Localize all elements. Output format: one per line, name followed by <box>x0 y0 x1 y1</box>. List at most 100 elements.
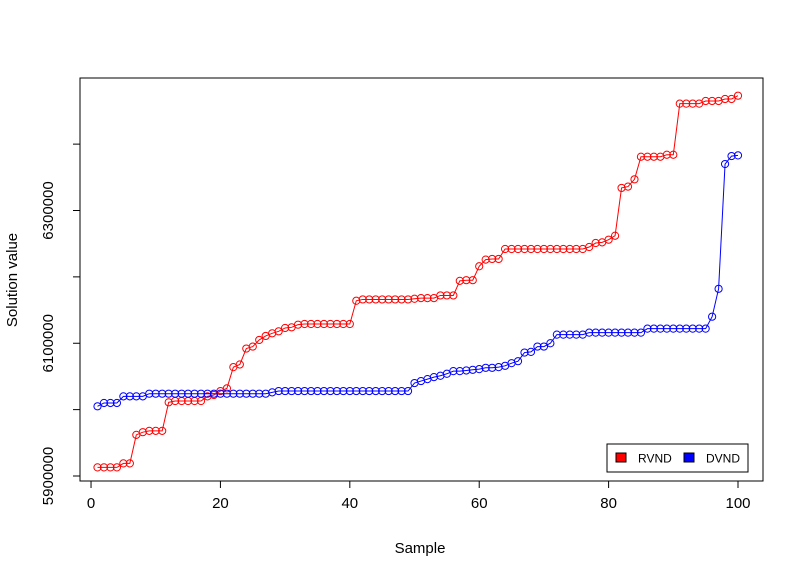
data-point <box>384 295 393 304</box>
data-point <box>675 99 684 108</box>
data-point <box>352 386 361 396</box>
data-point <box>106 463 115 472</box>
data-point <box>138 428 147 437</box>
data-point <box>656 324 665 333</box>
data-point <box>455 367 464 376</box>
data-point <box>533 342 542 351</box>
data-point <box>623 328 633 337</box>
data-point <box>572 244 581 254</box>
data-point <box>701 324 710 333</box>
data-point <box>682 99 691 108</box>
data-point <box>158 389 167 398</box>
data-point <box>391 386 400 396</box>
data-point <box>248 342 257 351</box>
data-point <box>565 244 574 254</box>
series-layer <box>93 91 743 472</box>
data-point <box>481 255 490 264</box>
data-point <box>714 284 723 293</box>
data-point <box>552 244 561 254</box>
data-point <box>636 328 646 337</box>
data-point <box>300 319 309 329</box>
data-point <box>669 150 678 159</box>
data-point <box>662 150 671 159</box>
data-point <box>332 386 341 396</box>
data-point <box>708 312 717 321</box>
data-point <box>119 459 128 468</box>
series-rvnd <box>93 91 743 472</box>
data-point <box>313 319 322 329</box>
data-point <box>261 389 270 398</box>
data-point <box>145 389 154 398</box>
data-point <box>630 328 639 337</box>
x-tick-label: 0 <box>87 495 95 512</box>
data-point <box>546 339 555 348</box>
data-point <box>125 392 134 401</box>
data-point <box>274 386 283 396</box>
data-point <box>268 388 277 397</box>
data-point <box>662 324 671 333</box>
data-point <box>345 386 354 396</box>
data-point <box>229 389 238 398</box>
data-point <box>378 386 387 396</box>
data-point <box>552 330 561 339</box>
legend-label: RVND <box>638 452 672 466</box>
data-point <box>539 342 549 351</box>
data-point <box>708 96 717 106</box>
data-point <box>727 94 736 104</box>
data-point <box>416 294 426 303</box>
data-point <box>546 244 555 254</box>
data-point <box>158 426 167 435</box>
data-point <box>99 463 109 472</box>
data-point <box>255 335 264 345</box>
data-point <box>481 363 490 372</box>
data-point <box>449 291 458 300</box>
data-point <box>112 463 122 472</box>
data-point <box>216 389 225 398</box>
data-point <box>313 386 322 396</box>
data-point <box>488 254 497 264</box>
data-point <box>397 386 406 396</box>
y-tick-label: 6300000 <box>40 181 57 239</box>
data-point <box>93 463 102 472</box>
x-tick-label: 40 <box>341 495 358 512</box>
data-point <box>572 330 581 339</box>
data-point <box>403 386 413 396</box>
data-point <box>164 389 173 398</box>
data-point <box>119 392 128 401</box>
data-point <box>604 328 613 337</box>
data-point <box>319 319 329 329</box>
data-point <box>306 319 316 329</box>
data-point <box>643 152 652 161</box>
data-point <box>196 389 206 398</box>
data-point <box>306 386 316 396</box>
data-point <box>151 389 160 398</box>
data-point <box>242 389 251 398</box>
data-point <box>585 328 594 337</box>
data-point <box>669 324 678 333</box>
data-point <box>436 291 445 300</box>
data-point <box>429 373 439 382</box>
data-point <box>462 366 471 375</box>
data-point <box>449 367 458 376</box>
data-point <box>171 389 180 398</box>
data-point <box>293 386 303 396</box>
data-point <box>591 238 600 248</box>
data-point <box>235 389 244 398</box>
data-point <box>610 231 620 240</box>
data-point <box>617 183 626 193</box>
data-point <box>378 295 387 304</box>
data-point <box>513 244 523 254</box>
data-point <box>339 319 348 329</box>
data-point <box>727 151 736 161</box>
data-point <box>145 426 154 435</box>
data-point <box>319 386 329 396</box>
x-tick-label: 20 <box>212 495 229 512</box>
data-point <box>701 96 710 106</box>
data-point <box>125 459 134 468</box>
data-point <box>391 295 400 304</box>
data-point <box>604 235 613 244</box>
data-point <box>598 328 607 337</box>
y-tick-label: 6100000 <box>40 314 57 372</box>
data-point <box>281 386 290 396</box>
data-point <box>281 323 290 333</box>
